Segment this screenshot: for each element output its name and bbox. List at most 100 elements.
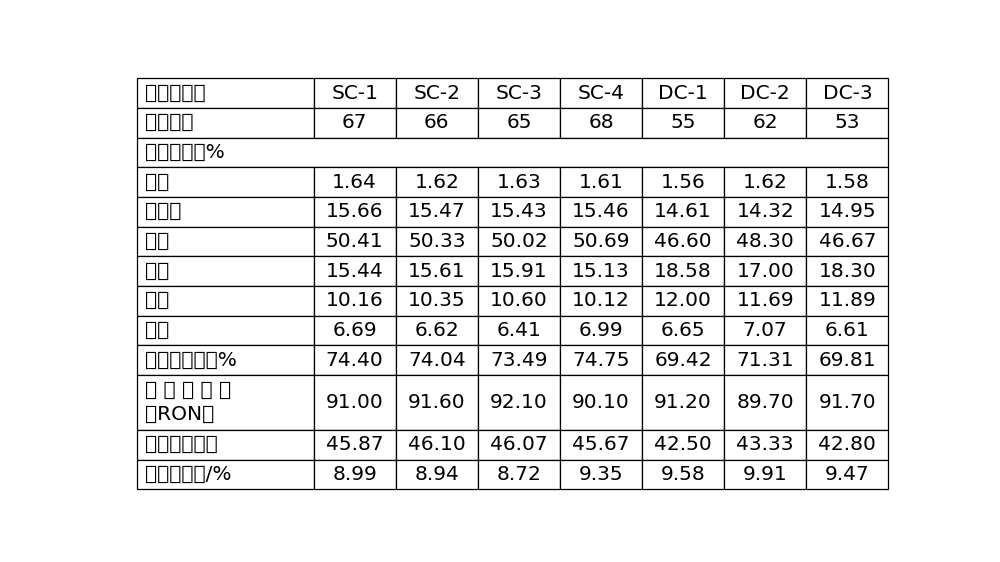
Text: 46.67: 46.67 [819,232,876,251]
Bar [137,167,314,197]
Text: 46.07: 46.07 [490,436,548,454]
Text: 15.47: 15.47 [408,202,466,221]
Text: 7.07: 7.07 [743,321,788,340]
Bar [137,430,314,460]
Text: 67: 67 [342,114,367,132]
Bar [724,430,806,460]
Text: 18.58: 18.58 [654,262,712,280]
Text: DC-1: DC-1 [658,84,708,103]
Bar [642,286,724,316]
Bar [396,430,478,460]
Bar [137,78,314,108]
Text: 重油: 重油 [145,291,170,310]
Bar [314,197,396,226]
Bar [642,375,724,430]
Bar [724,346,806,375]
Text: 1.63: 1.63 [497,173,541,192]
Bar [724,316,806,346]
Bar [396,286,478,316]
Bar [314,430,396,460]
Text: 原料转化率，%: 原料转化率，% [145,351,237,370]
Bar [396,375,478,430]
Bar [314,460,396,490]
Text: 8.99: 8.99 [332,465,377,484]
Text: 9.47: 9.47 [825,465,870,484]
Text: SC-1: SC-1 [331,84,378,103]
Text: 74.04: 74.04 [408,351,466,370]
Bar [137,226,314,256]
Bar [724,460,806,490]
Bar [724,226,806,256]
Text: 15.43: 15.43 [490,202,548,221]
Text: 43.33: 43.33 [736,436,794,454]
Bar [806,316,888,346]
Bar [642,108,724,138]
Bar [314,256,396,286]
Bar [478,286,560,316]
Text: 42.80: 42.80 [818,436,876,454]
Text: 汽 油 辛 烷 值
（RON）: 汽 油 辛 烷 值 （RON） [145,381,232,424]
Text: 6.65: 6.65 [661,321,705,340]
Text: 10.12: 10.12 [572,291,630,310]
Bar [396,256,478,286]
Text: 90.10: 90.10 [572,393,630,412]
Text: 46.60: 46.60 [654,232,712,251]
Bar [396,108,478,138]
Text: 1.56: 1.56 [661,173,705,192]
Bar [724,108,806,138]
Bar [806,108,888,138]
Text: 15.13: 15.13 [572,262,630,280]
Bar [642,167,724,197]
Bar [137,375,314,430]
Text: 焦炭选择性/%: 焦炭选择性/% [145,465,232,484]
Bar [314,78,396,108]
Bar [724,78,806,108]
Bar [478,460,560,490]
Bar [560,286,642,316]
Text: 91.20: 91.20 [654,393,712,412]
Text: 91.70: 91.70 [819,393,876,412]
Bar [560,226,642,256]
Text: 1.61: 1.61 [579,173,623,192]
Bar [478,226,560,256]
Text: 1.64: 1.64 [332,173,377,192]
Text: 45.87: 45.87 [326,436,384,454]
Bar [560,256,642,286]
Bar [642,78,724,108]
Text: 6.62: 6.62 [414,321,459,340]
Bar [560,78,642,108]
Text: SC-3: SC-3 [495,84,542,103]
Bar [560,108,642,138]
Bar [478,430,560,460]
Text: 柴油: 柴油 [145,262,170,280]
Bar [560,346,642,375]
Bar [642,256,724,286]
Text: 催化剂编号: 催化剂编号 [145,84,206,103]
Bar [806,375,888,430]
Text: 8.94: 8.94 [414,465,459,484]
Bar [560,375,642,430]
Text: 48.30: 48.30 [736,232,794,251]
Text: 9.91: 9.91 [743,465,788,484]
Text: 91.60: 91.60 [408,393,466,412]
Text: 14.32: 14.32 [736,202,794,221]
Bar [724,197,806,226]
Text: 10.60: 10.60 [490,291,548,310]
Text: 15.44: 15.44 [326,262,384,280]
Text: 73.49: 73.49 [490,351,548,370]
Text: 1.62: 1.62 [414,173,459,192]
Bar [806,286,888,316]
Text: SC-4: SC-4 [578,84,625,103]
Text: 42.50: 42.50 [654,436,712,454]
Bar [806,78,888,108]
Text: 66: 66 [424,114,450,132]
Bar [314,286,396,316]
Bar [560,316,642,346]
Bar [137,256,314,286]
Text: 11.89: 11.89 [818,291,876,310]
Bar [642,197,724,226]
Text: 74.40: 74.40 [326,351,384,370]
Bar [724,167,806,197]
Text: 15.61: 15.61 [408,262,466,280]
Bar [478,108,560,138]
